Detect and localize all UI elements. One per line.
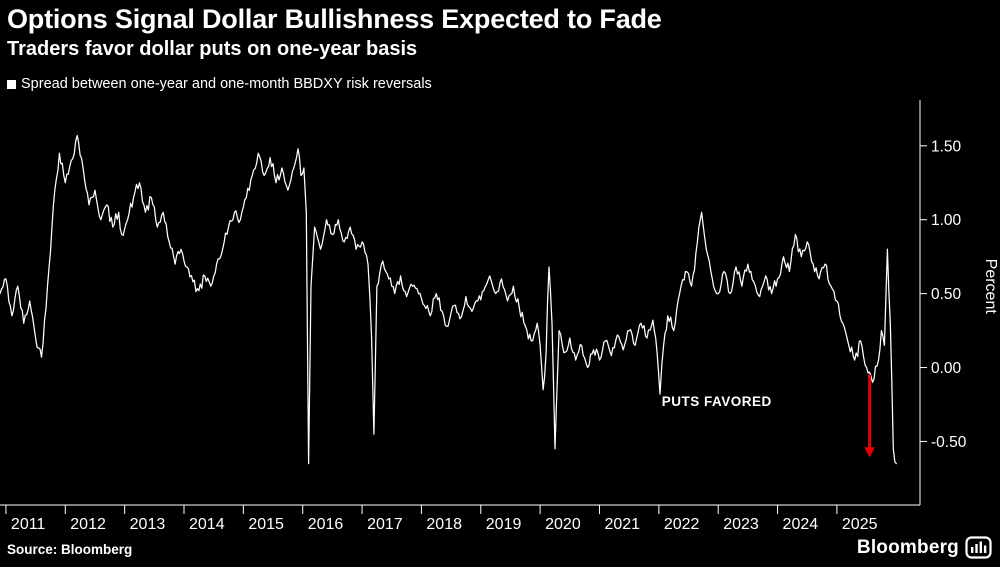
series-line [0, 134, 897, 465]
x-tick-label: 2016 [308, 516, 344, 533]
x-tick-label: 2015 [248, 516, 284, 533]
annotation-puts-favored: PUTS FAVORED [662, 394, 772, 409]
source-text: Source: Bloomberg [7, 542, 133, 557]
x-tick-label: 2023 [723, 516, 759, 533]
chart-area: 1.50 1.00 0.50 0.00 -0.50 2011 2012 2013 2014 201… [0, 96, 1000, 562]
y-tick-label: 0.00 [931, 360, 962, 377]
bloomberg-wordmark: Bloomberg [856, 536, 959, 558]
bloomberg-chart-icon [965, 536, 992, 559]
legend-label: Spread between one-year and one-month BB… [21, 76, 432, 92]
annotation-arrow-head [864, 447, 876, 458]
x-tick-label: 2018 [426, 516, 462, 533]
x-tick-label: 2011 [11, 516, 46, 533]
x-tick-label: 2013 [130, 516, 166, 533]
x-tick-label: 2017 [367, 516, 403, 533]
y-tick-label: 1.50 [931, 138, 962, 155]
chart-svg: 1.50 1.00 0.50 0.00 -0.50 2011 2012 2013 2014 201… [0, 100, 999, 533]
y-tick-label: -0.50 [931, 434, 967, 451]
page-subtitle: Traders favor dollar puts on one-year ba… [7, 38, 418, 60]
y-tick-label: 1.00 [931, 212, 962, 229]
page-title: Options Signal Dollar Bullishness Expect… [7, 4, 662, 34]
legend: Spread between one-year and one-month BB… [7, 76, 432, 92]
x-tick-label: 2012 [70, 516, 106, 533]
x-tick-label: 2014 [189, 516, 225, 533]
bloomberg-logo: Bloomberg [857, 536, 992, 559]
legend-swatch-icon [7, 79, 16, 89]
x-tick-label: 2020 [545, 516, 581, 533]
x-tick-label: 2021 [604, 516, 640, 533]
y-tick-label: 0.50 [931, 286, 962, 303]
x-tick-label: 2019 [486, 516, 522, 533]
x-tick-label: 2024 [783, 516, 819, 533]
x-tick-label: 2025 [842, 516, 878, 533]
x-tick-label: 2022 [664, 516, 700, 533]
y-axis-title: Percent [982, 259, 999, 315]
